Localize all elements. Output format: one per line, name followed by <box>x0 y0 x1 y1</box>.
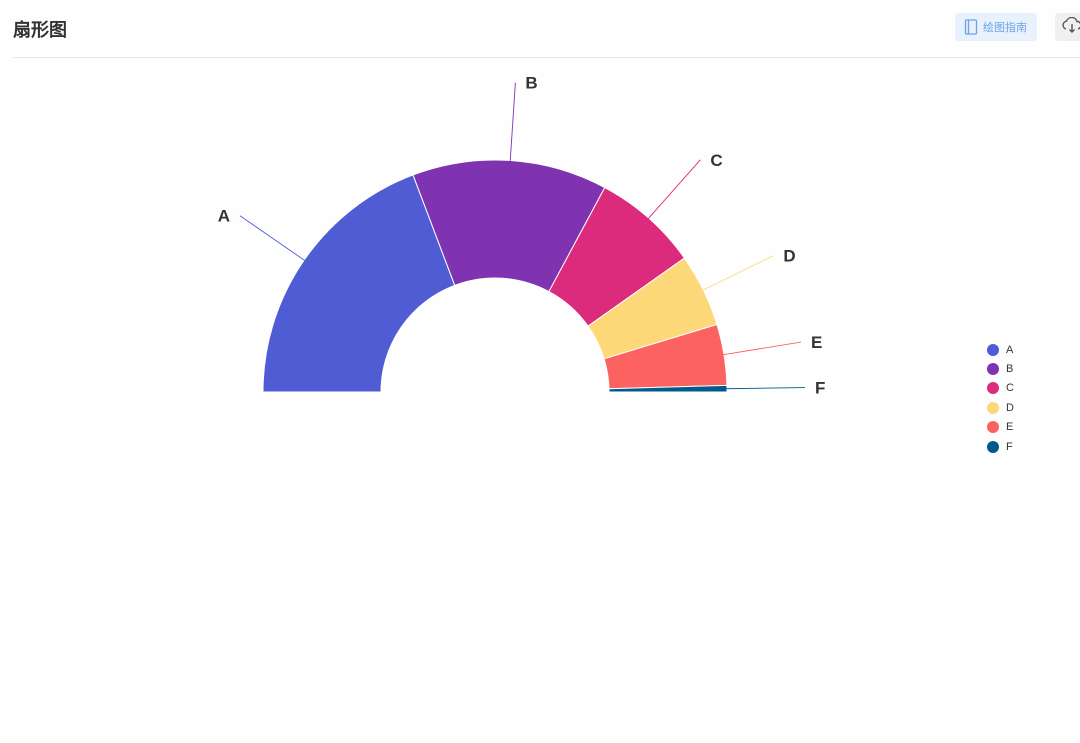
leader-line-a <box>239 215 307 263</box>
guide-button[interactable]: 绘图指南 <box>955 13 1037 41</box>
legend-swatch <box>987 343 999 356</box>
leader-line-e <box>720 341 802 356</box>
slice-label-a: A <box>218 207 230 226</box>
book-icon <box>964 19 978 35</box>
half-donut-chart: A B C D E F <box>218 74 826 398</box>
legend-item-d[interactable]: D <box>987 398 1014 417</box>
slice-b[interactable] <box>412 159 606 293</box>
legend-swatch <box>987 382 999 395</box>
header: 扇形图 绘图指南 <box>0 0 1080 58</box>
slice-label-d: D <box>783 247 795 266</box>
cloud-download-icon <box>1061 16 1080 38</box>
slice-label-e: E <box>811 333 822 352</box>
legend-item-f[interactable]: F <box>987 437 1014 456</box>
legend-item-c[interactable]: C <box>987 379 1014 398</box>
page-title: 扇形图 <box>13 20 67 41</box>
legend-swatch <box>987 363 999 376</box>
legend-item-b[interactable]: B <box>987 359 1014 378</box>
legend-item-e[interactable]: E <box>987 418 1014 437</box>
legend-label: B <box>1006 363 1014 376</box>
slice-f[interactable] <box>608 384 728 393</box>
leader-line-f <box>723 387 805 390</box>
leader-line-b <box>509 82 516 164</box>
legend-label: F <box>1006 440 1013 453</box>
legend-label: D <box>1006 401 1014 414</box>
legend-swatch <box>987 401 999 414</box>
download-button[interactable] <box>1055 13 1080 41</box>
header-divider <box>13 57 1080 58</box>
guide-button-label: 绘图指南 <box>983 21 1027 34</box>
leader-line-d <box>700 255 774 292</box>
slice-label-c: C <box>710 151 722 170</box>
slice-a[interactable] <box>262 174 456 393</box>
legend-item-a[interactable]: A <box>987 340 1014 359</box>
legend-label: A <box>1006 343 1014 356</box>
slice-label-f: F <box>815 379 825 398</box>
legend-swatch <box>987 421 999 434</box>
slice-label-b: B <box>525 74 537 93</box>
legend-swatch <box>987 440 999 453</box>
legend-label: E <box>1006 421 1014 434</box>
legend-label: C <box>1006 382 1014 395</box>
leader-line-c <box>646 159 701 221</box>
